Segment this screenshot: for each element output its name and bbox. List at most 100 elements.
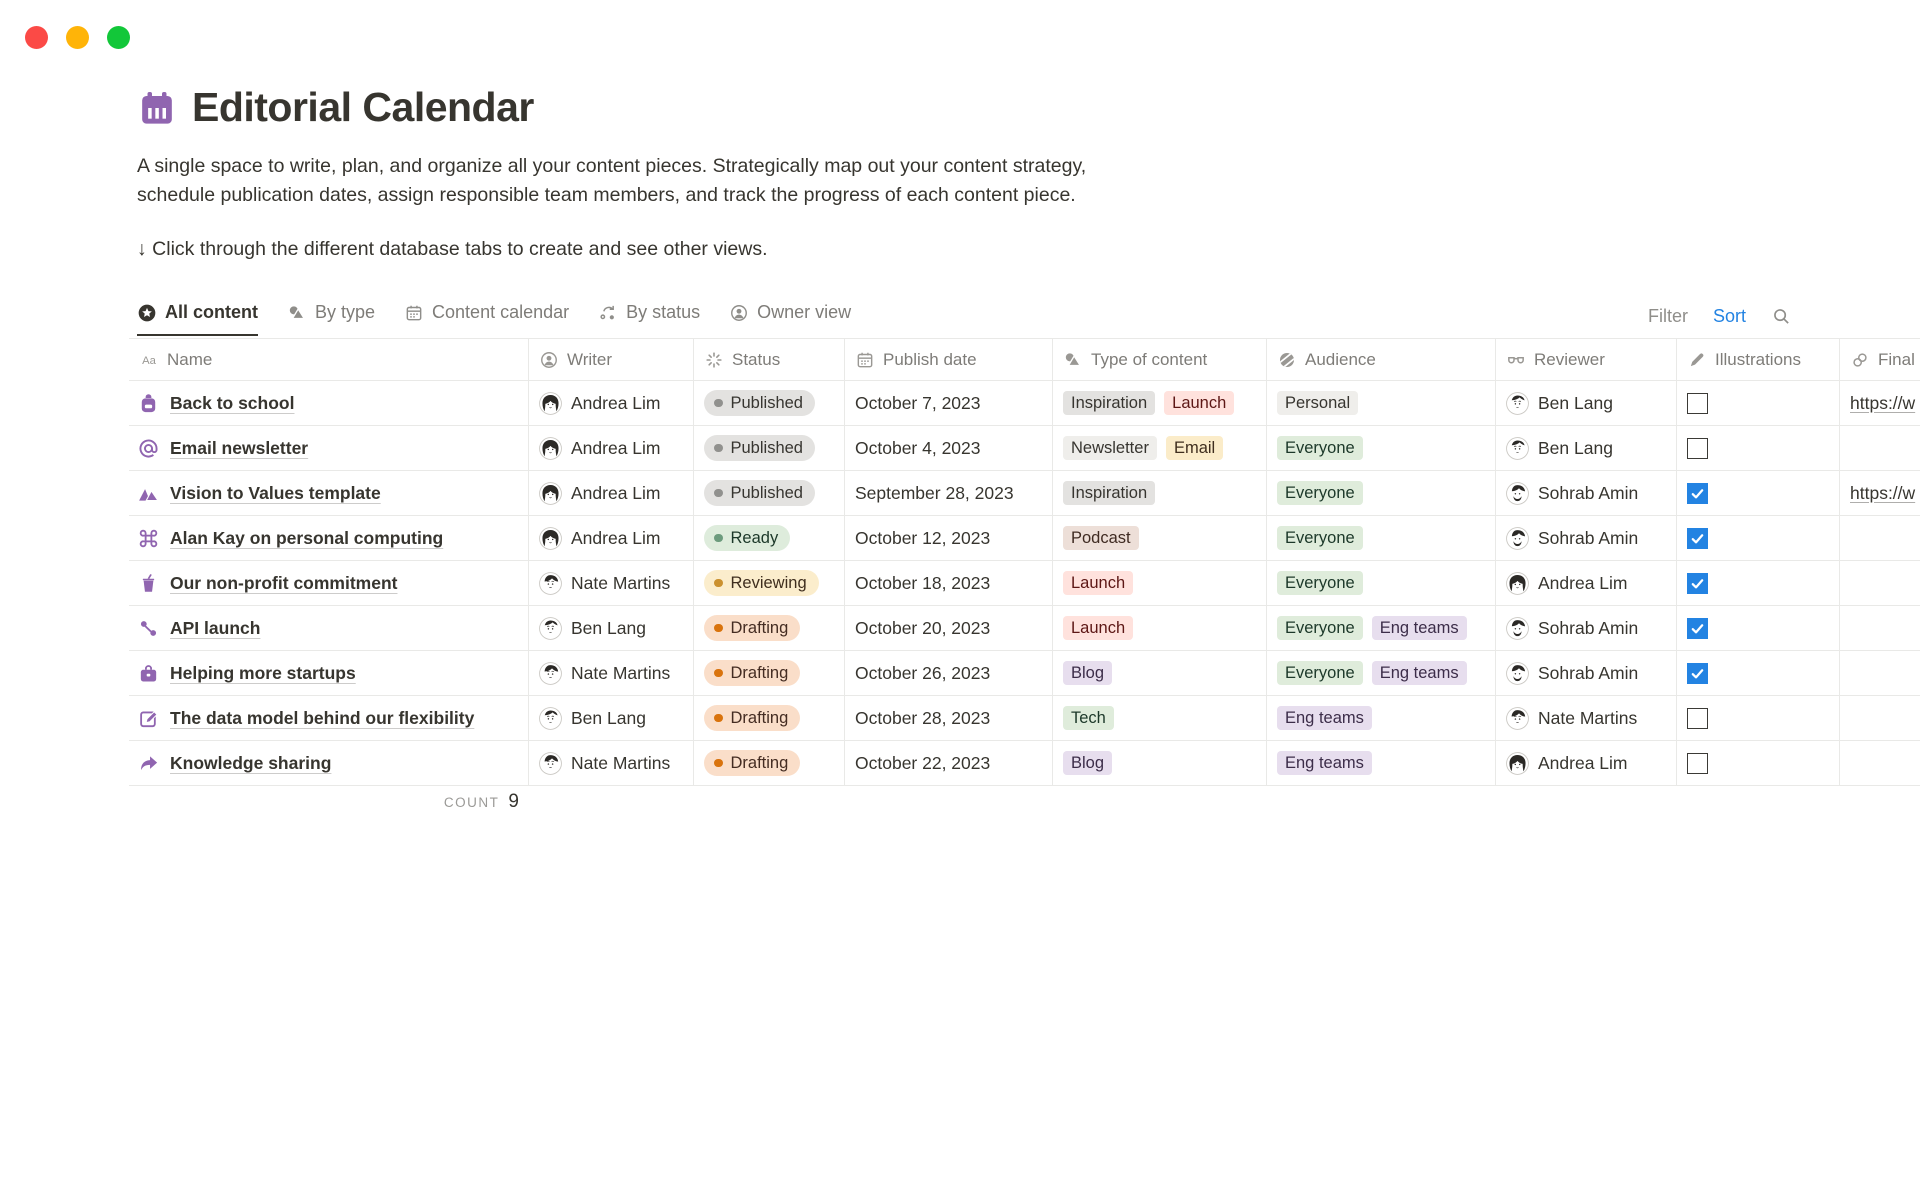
minimize-button[interactable] <box>66 26 89 49</box>
column-header-status[interactable]: Status <box>694 338 845 381</box>
cell-reviewer[interactable]: Sohrab Amin <box>1496 651 1677 696</box>
cell-final-link[interactable]: https://w <box>1840 471 1920 516</box>
cell-reviewer[interactable]: Andrea Lim <box>1496 561 1677 606</box>
cell-status[interactable]: Reviewing <box>694 561 845 606</box>
cell-publish-date[interactable]: October 7, 2023 <box>845 381 1053 426</box>
filter-button[interactable]: Filter <box>1647 306 1688 326</box>
cell-final-link[interactable] <box>1840 606 1920 651</box>
tab-owner-view[interactable]: Owner view <box>729 302 851 336</box>
cell-status[interactable]: Drafting <box>694 606 845 651</box>
cell-audience[interactable]: Eng teams <box>1267 741 1496 786</box>
cell-reviewer[interactable]: Sohrab Amin <box>1496 471 1677 516</box>
cell-reviewer[interactable]: Sohrab Amin <box>1496 606 1677 651</box>
cell-writer[interactable]: Andrea Lim <box>529 426 694 471</box>
cell-audience[interactable]: Everyone <box>1267 516 1496 561</box>
cell-status[interactable]: Drafting <box>694 696 845 741</box>
cell-status[interactable]: Published <box>694 471 845 516</box>
cell-audience[interactable]: Eng teams <box>1267 696 1496 741</box>
illustrations-checkbox[interactable] <box>1687 572 1708 594</box>
cell-audience[interactable]: Everyone Eng teams <box>1267 651 1496 696</box>
close-button[interactable] <box>25 26 48 49</box>
zoom-button[interactable] <box>107 26 130 49</box>
page-link[interactable]: Helping more startups <box>170 662 356 683</box>
cell-reviewer[interactable]: Andrea Lim <box>1496 741 1677 786</box>
cell-final-link[interactable] <box>1840 651 1920 696</box>
tab-by-status[interactable]: By status <box>598 302 700 336</box>
cell-final-link[interactable] <box>1840 516 1920 561</box>
cell-status[interactable]: Published <box>694 381 845 426</box>
cell-reviewer[interactable]: Sohrab Amin <box>1496 516 1677 561</box>
cell-publish-date[interactable]: October 26, 2023 <box>845 651 1053 696</box>
cell-writer[interactable]: Nate Martins <box>529 561 694 606</box>
illustrations-checkbox[interactable] <box>1687 752 1708 774</box>
cell-type[interactable]: Inspiration Launch <box>1053 381 1267 426</box>
tab-by-type[interactable]: By type <box>287 302 375 336</box>
page-link[interactable]: API launch <box>170 617 261 638</box>
cell-type[interactable]: Blog <box>1053 741 1267 786</box>
cell-type[interactable]: Blog <box>1053 651 1267 696</box>
cell-reviewer[interactable]: Ben Lang <box>1496 381 1677 426</box>
sort-button[interactable]: Sort <box>1712 306 1746 326</box>
cell-audience[interactable]: Personal <box>1267 381 1496 426</box>
cell-writer[interactable]: Andrea Lim <box>529 516 694 561</box>
page-link[interactable]: Back to school <box>170 392 295 413</box>
cell-writer[interactable]: Ben Lang <box>529 696 694 741</box>
cell-publish-date[interactable]: October 28, 2023 <box>845 696 1053 741</box>
page-link[interactable]: Knowledge sharing <box>170 752 332 773</box>
cell-publish-date[interactable]: October 12, 2023 <box>845 516 1053 561</box>
cell-publish-date[interactable]: October 22, 2023 <box>845 741 1053 786</box>
column-header-final[interactable]: Final <box>1840 338 1920 381</box>
tab-all-content[interactable]: All content <box>137 302 258 336</box>
final-link[interactable]: https://w <box>1850 392 1916 413</box>
cell-final-link[interactable] <box>1840 426 1920 471</box>
cell-final-link[interactable] <box>1840 561 1920 606</box>
cell-writer[interactable]: Nate Martins <box>529 651 694 696</box>
cell-final-link[interactable]: https://w <box>1840 381 1920 426</box>
tab-content-calendar[interactable]: Content calendar <box>404 302 569 336</box>
final-link[interactable]: https://w <box>1850 482 1916 503</box>
cell-status[interactable]: Published <box>694 426 845 471</box>
column-header-writer[interactable]: Writer <box>529 338 694 381</box>
page-link[interactable]: Our non-profit commitment <box>170 572 398 593</box>
page-link[interactable]: Email newsletter <box>170 437 309 458</box>
column-header-illustrations[interactable]: Illustrations <box>1677 338 1840 381</box>
cell-audience[interactable]: Everyone <box>1267 561 1496 606</box>
cell-publish-date[interactable]: October 18, 2023 <box>845 561 1053 606</box>
illustrations-checkbox[interactable] <box>1687 527 1708 549</box>
illustrations-checkbox[interactable] <box>1687 707 1708 729</box>
cell-type[interactable]: Newsletter Email <box>1053 426 1267 471</box>
cell-audience[interactable]: Everyone <box>1267 471 1496 516</box>
illustrations-checkbox[interactable] <box>1687 392 1708 414</box>
cell-writer[interactable]: Andrea Lim <box>529 381 694 426</box>
column-header-type[interactable]: Type of content <box>1053 338 1267 381</box>
cell-final-link[interactable] <box>1840 696 1920 741</box>
illustrations-checkbox[interactable] <box>1687 437 1708 459</box>
cell-reviewer[interactable]: Ben Lang <box>1496 426 1677 471</box>
cell-status[interactable]: Drafting <box>694 741 845 786</box>
cell-reviewer[interactable]: Nate Martins <box>1496 696 1677 741</box>
illustrations-checkbox[interactable] <box>1687 617 1708 639</box>
cell-type[interactable]: Tech <box>1053 696 1267 741</box>
cell-audience[interactable]: Everyone <box>1267 426 1496 471</box>
cell-type[interactable]: Launch <box>1053 606 1267 651</box>
cell-audience[interactable]: Everyone Eng teams <box>1267 606 1496 651</box>
cell-writer[interactable]: Nate Martins <box>529 741 694 786</box>
column-header-reviewer[interactable]: Reviewer <box>1496 338 1677 381</box>
column-header-audience[interactable]: Audience <box>1267 338 1496 381</box>
cell-publish-date[interactable]: October 20, 2023 <box>845 606 1053 651</box>
cell-publish-date[interactable]: September 28, 2023 <box>845 471 1053 516</box>
cell-type[interactable]: Inspiration <box>1053 471 1267 516</box>
illustrations-checkbox[interactable] <box>1687 482 1708 504</box>
cell-writer[interactable]: Andrea Lim <box>529 471 694 516</box>
page-link[interactable]: Vision to Values template <box>170 482 381 503</box>
illustrations-checkbox[interactable] <box>1687 662 1708 684</box>
column-header-publish_date[interactable]: Publish date <box>845 338 1053 381</box>
cell-type[interactable]: Podcast <box>1053 516 1267 561</box>
cell-publish-date[interactable]: October 4, 2023 <box>845 426 1053 471</box>
page-link[interactable]: Alan Kay on personal computing <box>170 527 444 548</box>
cell-final-link[interactable] <box>1840 741 1920 786</box>
cell-status[interactable]: Ready <box>694 516 845 561</box>
page-link[interactable]: The data model behind our flexibility <box>170 707 475 728</box>
cell-status[interactable]: Drafting <box>694 651 845 696</box>
cell-type[interactable]: Launch <box>1053 561 1267 606</box>
